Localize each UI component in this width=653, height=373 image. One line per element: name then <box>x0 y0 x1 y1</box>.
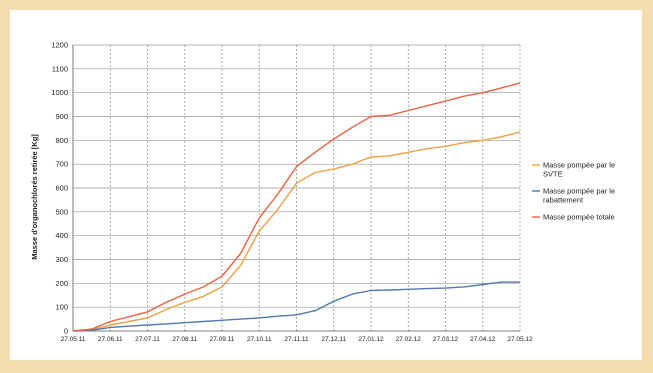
legend-label: Masse pompée par le SVTE <box>543 161 615 179</box>
legend-item: Masse pompée par le SVTE <box>532 161 615 179</box>
y-tick-label: 200 <box>55 279 68 288</box>
y-tick-label: 1000 <box>51 88 68 97</box>
y-tick-label: 700 <box>55 160 68 169</box>
legend-item: Masse pompée par le rabattement <box>532 187 615 205</box>
series-line-1 <box>72 131 521 332</box>
legend-label-line: Masse pompée par le <box>543 161 615 170</box>
legend-label: Masse pompée totale <box>543 213 615 222</box>
axes <box>72 45 520 332</box>
x-tick-label: 27.05.12 <box>507 336 533 343</box>
legend-label-line: Masse pompée par le <box>543 187 615 196</box>
y-tick-label: 500 <box>55 207 68 216</box>
chart-panel: 0 100 200 300 400 500 600 700 800 900 1000 1100 1200… <box>10 10 642 360</box>
x-tick-label: 27.04.12 <box>470 336 496 343</box>
x-tick-label: 27.01.12 <box>358 336 384 343</box>
series-line-3 <box>72 82 521 332</box>
x-tick-label: 27.11.11 <box>284 336 309 343</box>
y-tick-label: 800 <box>55 136 68 145</box>
x-tick-label: 27.03.12 <box>433 336 459 343</box>
legend-label: Masse pompée par le rabattement <box>543 187 615 205</box>
y-tick-label: 0 <box>64 327 68 336</box>
y-tick-label: 300 <box>55 255 68 264</box>
y-tick-label: 1200 <box>51 41 68 50</box>
series-lines <box>72 82 521 332</box>
y-tick-label: 400 <box>55 231 68 240</box>
x-tick-label: 27.05.11 <box>61 336 86 343</box>
y-tick-label: 900 <box>55 112 68 121</box>
x-tick-label: 27.07.11 <box>135 336 160 343</box>
tick-labels: 0 100 200 300 400 500 600 700 800 900 1000 1100 1200… <box>51 41 533 344</box>
series-line-2 <box>72 281 520 332</box>
x-tick-label: 27.09.11 <box>210 336 235 343</box>
legend-item: Masse pompée totale <box>532 213 615 222</box>
y-axis-label: Masse d'organochlorés retirée [Kg] <box>30 134 39 260</box>
y-tick-label: 600 <box>55 184 68 193</box>
legend-label-line: rabattement <box>543 196 584 205</box>
x-tick-label: 27.12.11 <box>321 336 346 343</box>
legend-label-line: SVTE <box>543 170 563 179</box>
x-tick-label: 27.08.11 <box>172 336 197 343</box>
y-tick-label: 1100 <box>52 64 68 73</box>
x-tick-label: 27.10.11 <box>247 336 272 343</box>
x-tick-label: 27.06.11 <box>98 336 123 343</box>
grid <box>73 44 521 331</box>
line-chart: 0 100 200 300 400 500 600 700 800 900 1000 1100 1200… <box>30 41 615 344</box>
x-tick-label: 27.02.12 <box>396 336 422 343</box>
y-tick-label: 100 <box>55 303 68 312</box>
